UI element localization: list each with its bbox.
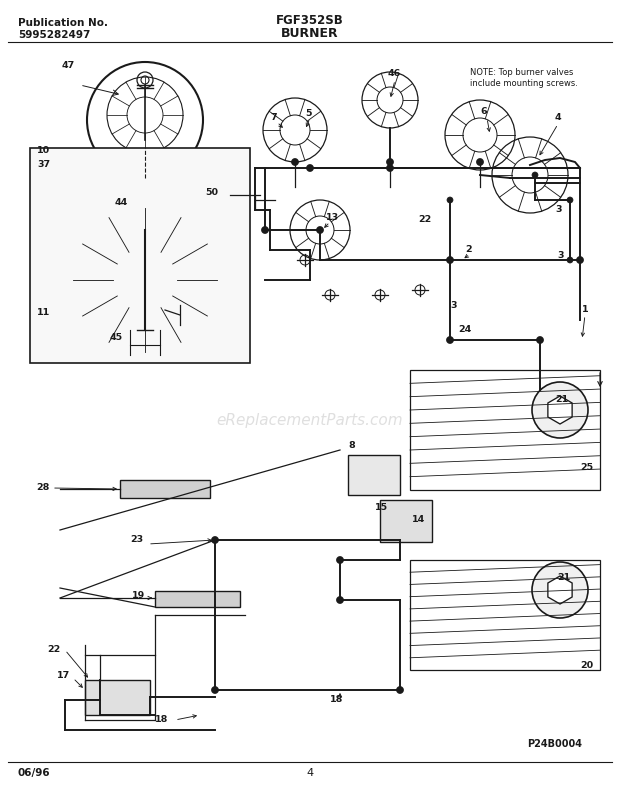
Polygon shape [548, 576, 572, 604]
Circle shape [211, 687, 218, 694]
Text: 11: 11 [37, 308, 50, 317]
Circle shape [291, 158, 298, 165]
Text: 45: 45 [110, 333, 123, 342]
Bar [410, 560, 600, 670]
Text: 28: 28 [37, 483, 50, 493]
Circle shape [316, 226, 324, 233]
Circle shape [447, 197, 453, 203]
Circle shape [211, 536, 218, 543]
Text: 4: 4 [555, 113, 562, 123]
Text: 06/96: 06/96 [18, 768, 51, 778]
Text: 7: 7 [270, 113, 277, 123]
Text: 15: 15 [375, 504, 388, 513]
Text: 21: 21 [557, 573, 570, 582]
Circle shape [577, 256, 583, 263]
Bar [348, 455, 400, 495]
Text: eReplacementParts.com: eReplacementParts.com [216, 412, 404, 427]
Text: 25: 25 [580, 464, 593, 472]
Text: 2: 2 [465, 245, 472, 255]
Text: 18: 18 [330, 695, 343, 705]
Text: Publication No.: Publication No. [18, 18, 108, 28]
Circle shape [532, 562, 588, 618]
Text: 13: 13 [326, 214, 339, 222]
Text: 3: 3 [557, 251, 564, 259]
Text: 20: 20 [580, 660, 593, 669]
Text: 3: 3 [555, 206, 562, 214]
Text: 17: 17 [57, 671, 70, 679]
Bar [380, 500, 432, 542]
Text: 44: 44 [115, 198, 128, 207]
Text: 37: 37 [37, 160, 50, 169]
Circle shape [262, 226, 268, 233]
Text: FGF352SB: FGF352SB [276, 14, 344, 27]
Text: 5995282497: 5995282497 [18, 30, 91, 40]
Circle shape [567, 257, 573, 263]
Text: 47: 47 [62, 61, 75, 70]
Bar [155, 591, 240, 607]
Text: NOTE: Top burner valves
include mounting screws.: NOTE: Top burner valves include mounting… [470, 68, 578, 88]
Bar [120, 480, 210, 498]
Circle shape [306, 165, 314, 172]
Circle shape [532, 172, 538, 178]
Text: 19: 19 [131, 591, 145, 600]
Text: 18: 18 [155, 716, 169, 725]
Text: BURNER: BURNER [281, 27, 339, 40]
Circle shape [397, 687, 404, 694]
Circle shape [446, 256, 453, 263]
Text: 46: 46 [388, 69, 401, 78]
Text: 6: 6 [480, 108, 487, 116]
Text: 22: 22 [46, 645, 60, 654]
Text: 23: 23 [130, 536, 143, 544]
Text: 14: 14 [412, 516, 425, 524]
Circle shape [532, 382, 588, 438]
Text: 22: 22 [418, 215, 432, 225]
Circle shape [446, 336, 453, 343]
Bar [30, 148, 250, 363]
Circle shape [477, 158, 484, 165]
Text: 1: 1 [582, 305, 588, 315]
Circle shape [337, 557, 343, 563]
Text: P24B0004: P24B0004 [527, 739, 582, 749]
Circle shape [536, 336, 544, 343]
Circle shape [386, 165, 394, 172]
Bar [85, 680, 150, 715]
Circle shape [386, 158, 394, 165]
Text: 21: 21 [555, 396, 569, 404]
Circle shape [567, 197, 573, 203]
Bar [410, 370, 600, 490]
Circle shape [87, 62, 203, 178]
Circle shape [337, 596, 343, 604]
Text: 3: 3 [450, 301, 456, 309]
Text: 50: 50 [205, 188, 218, 197]
Text: 24: 24 [458, 326, 471, 335]
Text: 5: 5 [305, 108, 311, 118]
Text: 10: 10 [37, 146, 50, 155]
Text: 4: 4 [306, 768, 314, 778]
Text: 8: 8 [348, 441, 355, 449]
Polygon shape [548, 396, 572, 424]
